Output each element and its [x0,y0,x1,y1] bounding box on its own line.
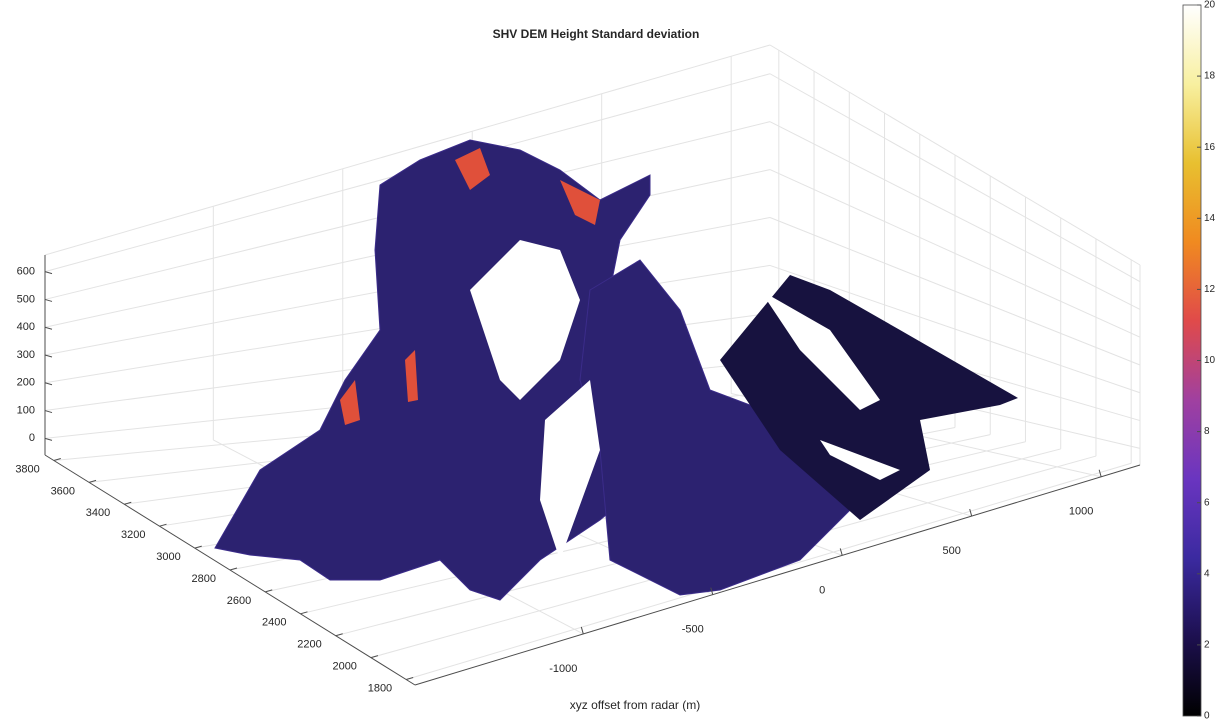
x-tick-label: 1000 [1069,506,1093,518]
y-tick-label: 1800 [368,682,392,694]
z-tick-label: 400 [17,321,35,333]
z-tick [45,411,52,413]
colorbar-tick-label: 8 [1204,426,1210,437]
z-tick-label: 0 [29,432,35,444]
x-tick-label: -500 [682,624,704,636]
colorbar-tick-label: 16 [1204,142,1216,153]
colorbar-tick-label: 0 [1204,711,1210,721]
y-tick-label: 2600 [227,595,251,607]
z-tick [45,438,52,440]
surface [215,140,1018,600]
y-tick-label: 3000 [156,551,180,563]
x-tick-label: -1000 [549,663,577,675]
y-tick [336,634,343,636]
y-tick-label: 3400 [86,507,110,519]
x-tick-label: 500 [943,545,961,557]
y-tick-label: 2800 [192,573,216,585]
y-tick-label: 2000 [332,661,356,673]
y-tick-label: 3200 [121,529,145,541]
colorbar-tick-label: 6 [1204,497,1210,508]
colorbar-tick-label: 10 [1204,355,1216,366]
colorbar-tick-label: 18 [1204,71,1216,82]
colorbar-tick-label: 4 [1204,568,1210,579]
y-tick-label: 3800 [15,463,39,475]
y-tick-label: 3600 [51,485,75,497]
colorbar-tick-label: 12 [1204,284,1216,295]
x-tick [1099,470,1101,477]
chart-title: SHV DEM Height Standard deviation [493,27,700,41]
z-tick [45,327,52,329]
y-tick [406,678,413,680]
z-tick-label: 500 [17,293,35,305]
y-tick-label: 2200 [297,639,321,651]
x-axis-label: xyz offset from radar (m) [570,698,700,712]
z-tick [45,272,52,274]
chart: -1000-5000500100018002000220024002600280… [0,0,1225,721]
y-tick [371,656,378,658]
z-tick-label: 200 [17,377,35,389]
z-tick [45,383,52,385]
z-tick-label: 100 [17,404,35,416]
x-tick-label: 0 [819,584,825,596]
z-tick [45,299,52,301]
y-tick-label: 2400 [262,617,286,629]
colorbar: 0 2 4 6 8 10 12 14 16 18 20 [1183,0,1216,721]
colorbar-tick-label: 14 [1204,213,1216,224]
colorbar-tick-label: 2 [1204,640,1210,651]
colorbar-tick-label: 20 [1204,0,1216,11]
z-tick-label: 600 [17,266,35,278]
z-tick [45,355,52,357]
x-tick [970,509,972,516]
z-tick-label: 300 [17,349,35,361]
